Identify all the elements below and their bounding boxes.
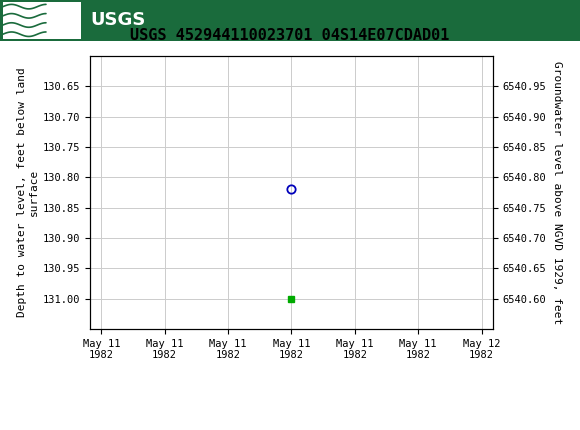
Bar <box>3 2 81 39</box>
Y-axis label: Depth to water level, feet below land
surface: Depth to water level, feet below land su… <box>17 68 38 317</box>
Text: USGS 452944110023701 04S14E07CDAD01: USGS 452944110023701 04S14E07CDAD01 <box>130 28 450 43</box>
Y-axis label: Groundwater level above NGVD 1929, feet: Groundwater level above NGVD 1929, feet <box>552 61 562 324</box>
Text: USGS: USGS <box>90 11 145 29</box>
